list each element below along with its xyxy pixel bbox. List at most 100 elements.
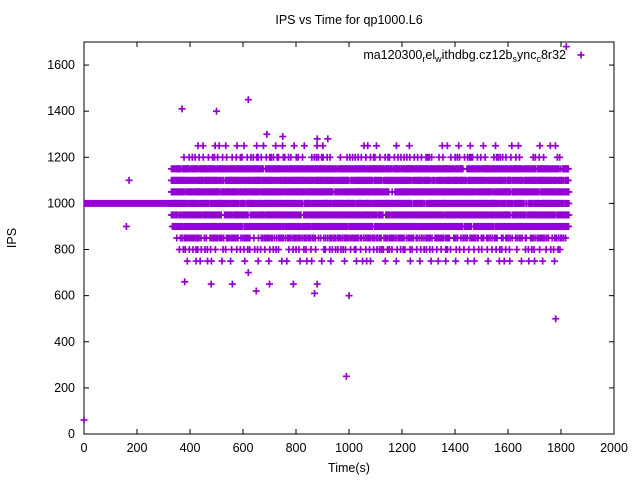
data-point-marker xyxy=(80,416,88,424)
data-point-marker xyxy=(464,257,472,265)
data-point-marker xyxy=(516,153,524,161)
data-point-marker xyxy=(300,142,308,150)
x-axis-tick-label: 1800 xyxy=(547,441,575,455)
data-point-marker xyxy=(392,142,400,150)
data-point-marker xyxy=(259,142,267,150)
data-point-marker xyxy=(240,142,248,150)
data-point-marker xyxy=(211,246,219,254)
data-point-marker xyxy=(455,142,463,150)
data-point-marker xyxy=(505,246,513,254)
data-point-outlier xyxy=(311,289,319,297)
data-point-outlier xyxy=(181,278,189,286)
data-point-marker xyxy=(514,142,522,150)
page-title: IPS vs Time for qp1000.L6 xyxy=(275,13,422,27)
data-point-marker xyxy=(506,257,514,265)
data-point-marker xyxy=(439,153,447,161)
data-point-marker xyxy=(405,142,413,150)
x-axis-tick-label: 1000 xyxy=(335,441,363,455)
data-point-outlier xyxy=(263,130,271,138)
data-point-marker xyxy=(283,257,291,265)
data-point-marker xyxy=(290,142,298,150)
y-axis-tick-label: 600 xyxy=(54,289,75,303)
data-point-marker xyxy=(466,142,474,150)
data-point-marker xyxy=(392,257,400,265)
data-point-marker xyxy=(416,257,424,265)
data-point-outlier xyxy=(313,280,321,288)
data-point-marker xyxy=(564,165,572,173)
data-point-marker xyxy=(207,257,215,265)
data-point-marker xyxy=(372,142,380,150)
data-point-marker xyxy=(406,257,414,265)
data-point-marker xyxy=(540,153,548,161)
data-point-marker xyxy=(218,257,226,265)
data-point-marker xyxy=(296,257,304,265)
x-axis-tick-label: 1200 xyxy=(388,441,416,455)
data-point-outlier xyxy=(324,135,332,143)
data-point-marker xyxy=(381,257,389,265)
data-point-outlier xyxy=(289,280,297,288)
data-point-marker xyxy=(491,142,499,150)
y-axis-tick-label: 1600 xyxy=(47,58,75,72)
data-point-outlier xyxy=(213,107,220,115)
data-point-marker xyxy=(434,257,442,265)
data-point-outlier xyxy=(252,287,260,295)
data-point-marker xyxy=(470,257,478,265)
y-axis-title: IPS xyxy=(5,228,19,248)
data-point-marker xyxy=(319,142,327,150)
y-axis-tick-label: 1000 xyxy=(47,196,75,210)
data-point-marker xyxy=(367,257,375,265)
data-point-marker xyxy=(233,142,241,150)
data-point-marker xyxy=(517,257,525,265)
data-point-outlier xyxy=(342,372,350,380)
x-axis-tick-label: 1400 xyxy=(441,441,469,455)
data-point-marker xyxy=(536,142,544,150)
data-point-marker xyxy=(318,257,326,265)
y-axis-tick-label: 200 xyxy=(54,381,75,395)
data-point-marker xyxy=(241,257,249,265)
data-point-marker xyxy=(215,142,223,150)
data-point-outlier xyxy=(228,280,236,288)
data-point-marker xyxy=(253,142,261,150)
data-point-marker xyxy=(272,142,280,150)
saturated-data-run xyxy=(84,199,172,207)
data-point-outlier xyxy=(125,176,133,184)
data-point-marker xyxy=(227,257,235,265)
data-point-marker xyxy=(427,257,435,265)
data-point-marker xyxy=(539,257,547,265)
data-point-outlier xyxy=(122,222,130,230)
y-axis-tick-label: 1400 xyxy=(47,104,75,118)
data-point-marker xyxy=(443,142,451,150)
y-axis-tick-label: 400 xyxy=(54,335,75,349)
data-point-marker xyxy=(481,153,489,161)
data-point-outlier xyxy=(244,96,252,104)
data-point-marker xyxy=(551,142,559,150)
x-axis-title: Time(s) xyxy=(328,461,370,475)
data-point-marker xyxy=(279,142,287,150)
x-axis-tick-label: 800 xyxy=(286,441,307,455)
data-point-outlier xyxy=(244,269,252,277)
data-point-marker xyxy=(308,257,316,265)
y-axis-tick-label: 0 xyxy=(68,427,75,441)
data-point-marker xyxy=(442,257,450,265)
x-axis-tick-label: 0 xyxy=(81,441,88,455)
x-axis-tick-label: 600 xyxy=(233,441,254,455)
x-axis-tick-label: 400 xyxy=(180,441,201,455)
y-axis-tick-label: 1200 xyxy=(47,150,75,164)
data-point-marker xyxy=(508,142,516,150)
x-axis-tick-label: 200 xyxy=(127,441,148,455)
data-point-marker xyxy=(199,142,207,150)
y-axis-tick-label: 800 xyxy=(54,243,75,257)
data-point-outlier xyxy=(178,105,186,113)
data-point-marker xyxy=(254,257,262,265)
data-point-marker xyxy=(265,257,273,265)
data-point-marker xyxy=(299,153,307,161)
data-point-outlier xyxy=(345,292,353,300)
legend-marker xyxy=(577,51,585,59)
data-point-marker xyxy=(352,257,360,265)
data-point-marker xyxy=(550,257,558,265)
x-axis-tick-label: 2000 xyxy=(600,441,628,455)
legend-series-label: ma120300relwithdbg.cz12bsyncc8r32 xyxy=(363,48,566,64)
x-axis-tick-label: 1600 xyxy=(494,441,522,455)
data-point-marker xyxy=(479,142,487,150)
